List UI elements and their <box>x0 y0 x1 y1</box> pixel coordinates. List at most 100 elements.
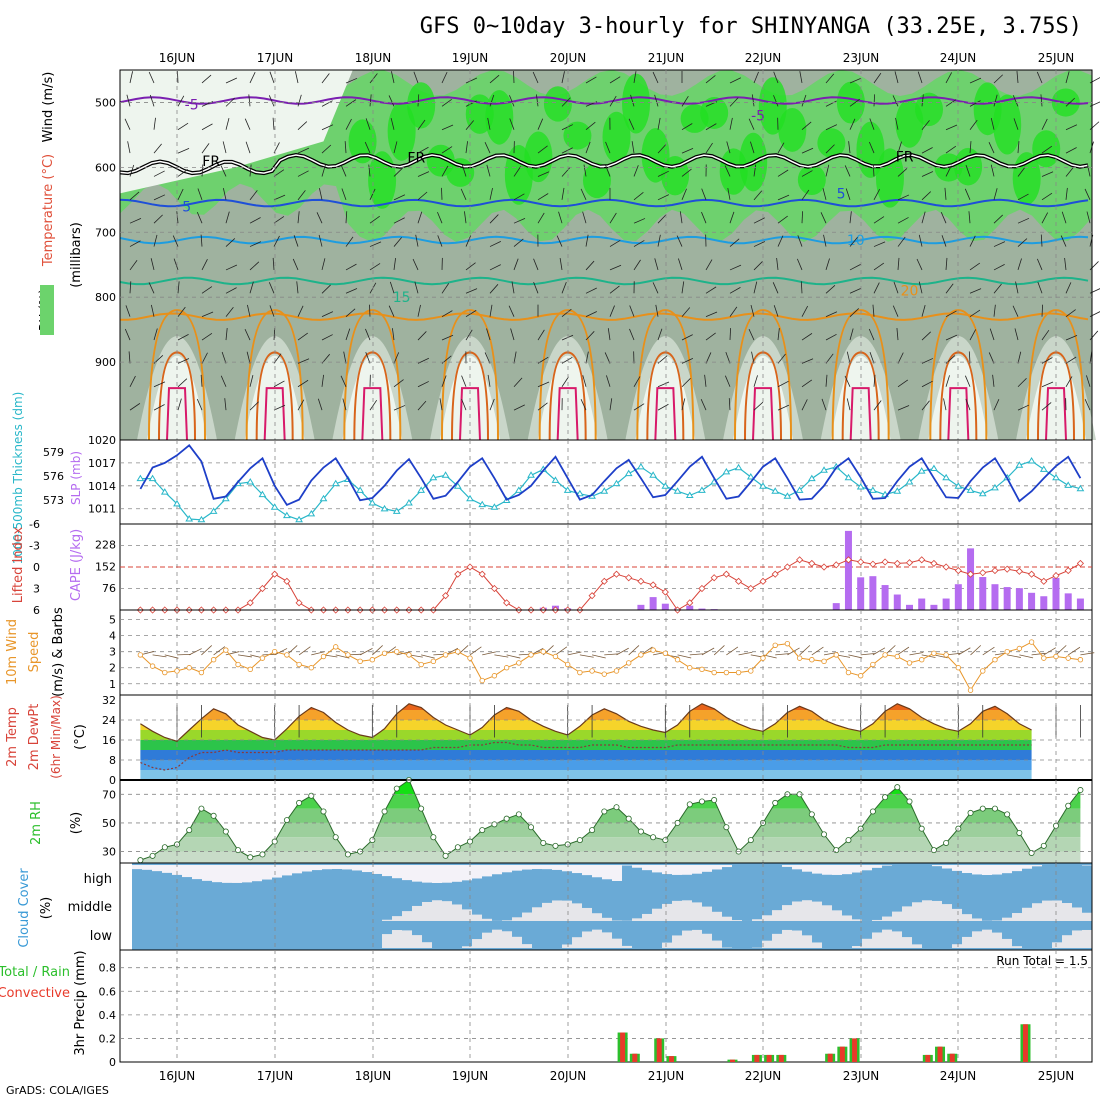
cloud-clear-high <box>422 865 432 883</box>
date-label-bottom: 21JUN <box>648 1069 685 1083</box>
wind-barb <box>1017 351 1022 364</box>
temp-tick-label: 24 <box>102 714 116 727</box>
cloud-clear-high <box>252 865 262 882</box>
cloud-clear-middle <box>672 900 682 921</box>
isotherm-hot-loop <box>646 351 685 441</box>
rh-marker <box>576 837 583 844</box>
li-marker <box>893 559 901 567</box>
wind-barb <box>1084 399 1091 411</box>
wind-barb <box>461 164 467 177</box>
cloud-clear-low <box>382 934 392 948</box>
wind-barb <box>704 374 707 387</box>
cloud-clear-low <box>862 938 872 948</box>
wind-barb <box>561 124 574 131</box>
rh-tick-label: 50 <box>102 817 116 830</box>
wind-speed-marker <box>491 673 498 679</box>
wind-barb-10m <box>359 648 373 656</box>
cloud-clear-high <box>1032 865 1042 867</box>
wind-barb <box>292 258 299 271</box>
thickness-marker <box>966 486 975 493</box>
rh-humid-core <box>797 164 826 196</box>
wind-tick-label: 1 <box>109 678 116 691</box>
date-label-top: 23JUN <box>843 51 880 65</box>
cloud-clear-low <box>492 929 502 948</box>
wind-barb <box>873 262 885 271</box>
thickness-marker <box>698 486 706 493</box>
wind-barb <box>633 192 644 201</box>
ylabel-precip-convective: Convective <box>0 986 70 1001</box>
wind-barb-10m <box>421 654 435 659</box>
wind-barb <box>489 214 499 224</box>
wind-barb <box>508 305 515 317</box>
wind-barb <box>968 211 971 224</box>
li-marker <box>625 574 633 582</box>
wind-barb-10m <box>1019 654 1034 659</box>
wind-barb <box>173 258 179 271</box>
wind-barb <box>896 328 899 341</box>
wind-barb <box>681 378 691 388</box>
wind-barb <box>705 75 716 84</box>
li-marker <box>661 588 669 596</box>
wind-barb <box>628 118 635 130</box>
contour-label: -5 <box>751 108 765 124</box>
precip-convective-bar <box>754 1054 760 1062</box>
thickness-marker <box>173 499 181 507</box>
li-marker <box>905 559 914 567</box>
thickness-marker <box>868 486 877 493</box>
cape-bar <box>832 603 840 610</box>
wind-barb <box>249 164 252 177</box>
wind-speed-marker <box>137 652 144 658</box>
wind-barb <box>821 398 827 411</box>
wind-barb <box>365 352 371 364</box>
wind-barb <box>536 94 539 107</box>
li-marker <box>771 570 779 578</box>
wind-barb <box>559 258 563 270</box>
wind-barb <box>201 259 208 271</box>
isotherm-line <box>119 198 1089 208</box>
cape-bar <box>1052 577 1060 610</box>
wind-barb <box>537 381 550 388</box>
wind-barb <box>655 304 659 317</box>
wind-barb <box>224 398 227 411</box>
wind-barb-10m <box>665 654 680 658</box>
wind-barb <box>849 264 861 271</box>
wind-barb <box>393 257 396 270</box>
wind-barb <box>945 375 950 387</box>
cloud-clear-low <box>672 935 682 948</box>
wind-barb <box>441 187 443 200</box>
wind-barb-10m <box>811 646 824 656</box>
wind-barb <box>582 375 587 387</box>
rh-marker <box>1004 811 1011 818</box>
wind-barb <box>993 94 998 107</box>
cloud-clear-low <box>702 933 712 948</box>
thickness-marker <box>807 474 816 482</box>
li-marker <box>869 560 877 568</box>
wind-barb <box>801 189 810 201</box>
isotherm-line <box>119 235 1089 245</box>
wind-barb <box>153 381 166 388</box>
wind-barb <box>297 332 308 341</box>
wind-barb <box>321 164 326 177</box>
temp-band <box>140 770 1032 780</box>
wind-barb-10m <box>701 647 715 656</box>
cloud-clear-middle <box>962 914 972 921</box>
cloud-clear-high <box>282 865 292 876</box>
wind-barb <box>537 145 548 154</box>
cloud-clear-low <box>522 944 532 948</box>
wind-barb <box>753 190 763 201</box>
cloud-clear-high <box>452 865 462 882</box>
wind-speed-marker <box>1028 639 1035 645</box>
wind-barb-10m <box>506 654 521 659</box>
wind-barb <box>629 305 635 317</box>
wind-barb <box>681 281 685 294</box>
wind-barb <box>369 73 378 84</box>
wind-barb <box>417 191 428 201</box>
thickness-marker <box>820 466 828 473</box>
wind-barb <box>294 71 299 84</box>
wind-barb <box>705 142 713 154</box>
thickness-marker <box>759 482 767 489</box>
date-label-top: 25JUN <box>1038 51 1075 65</box>
wind-speed-marker <box>223 647 229 653</box>
isotherm-hottest-loop <box>263 387 286 441</box>
